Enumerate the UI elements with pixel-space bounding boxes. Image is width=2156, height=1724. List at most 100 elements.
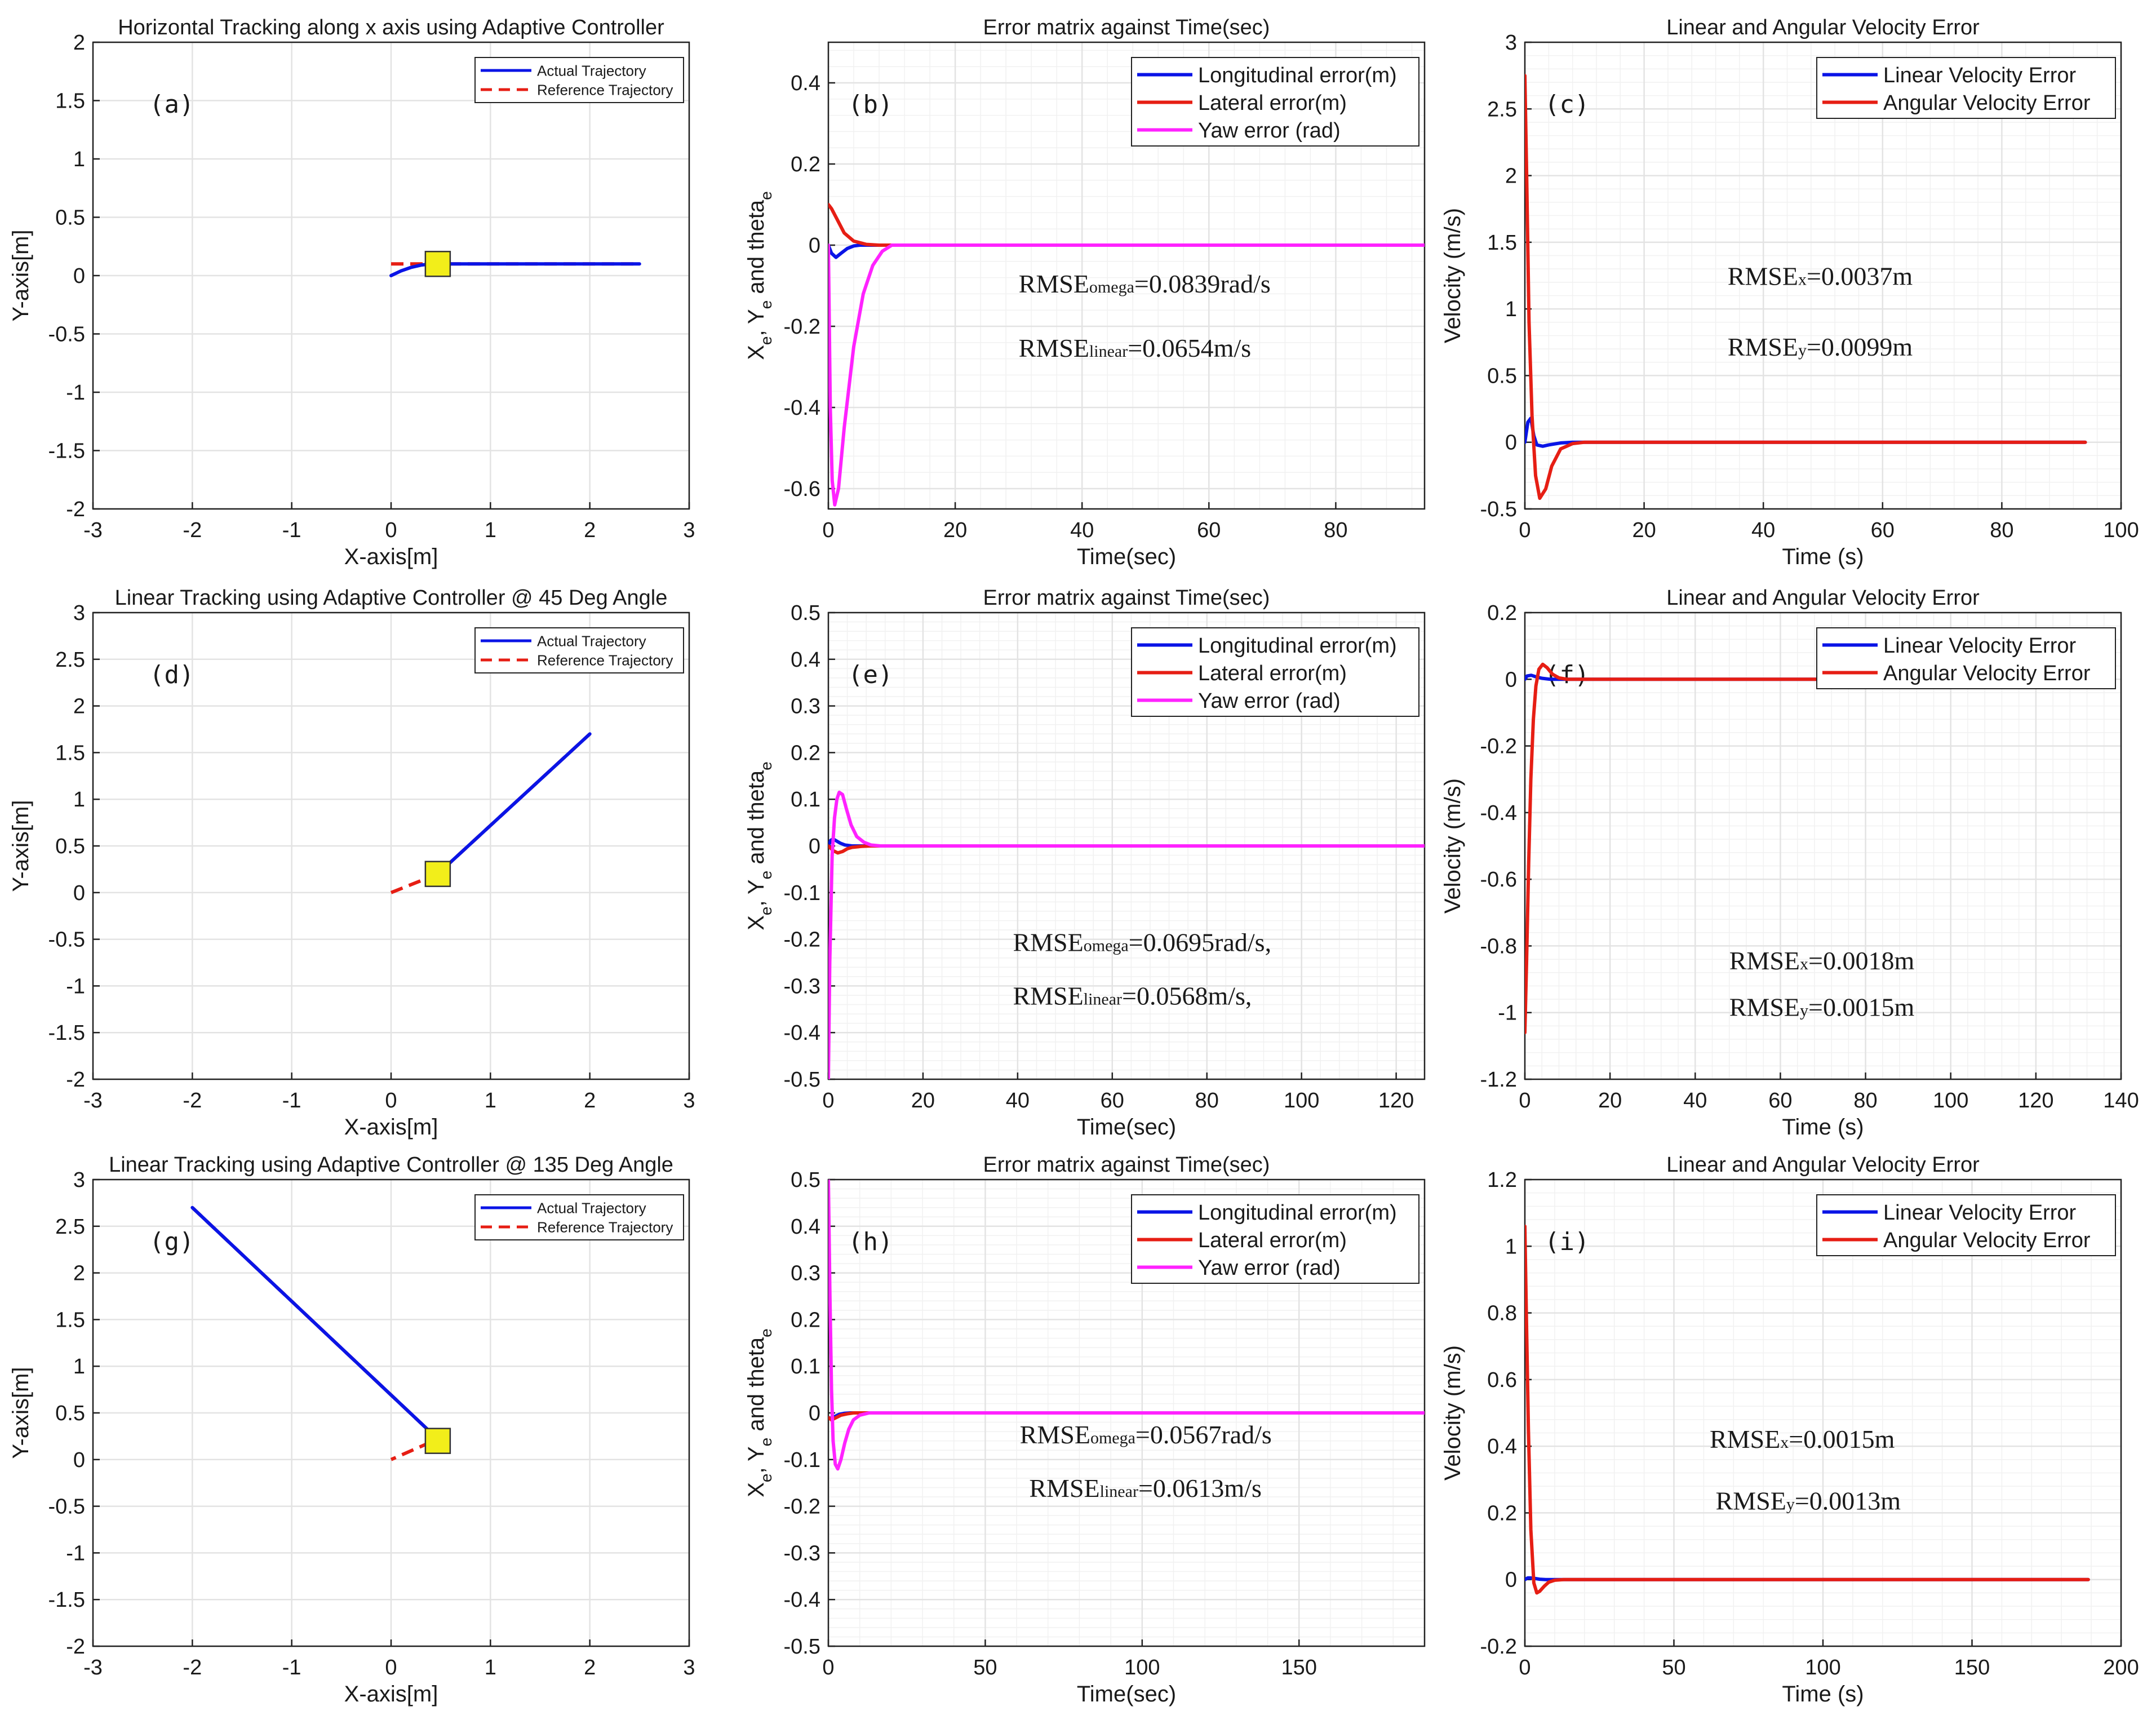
y-tick-label: 3 [73, 1168, 85, 1192]
rmse-sub: y [1786, 1495, 1795, 1514]
y-tick-label: 0.5 [1487, 364, 1517, 388]
x-tick-label: 140 [2103, 1089, 2139, 1113]
x-tick-label: 80 [1195, 1089, 1219, 1113]
y-tick-label: 0.6 [1487, 1368, 1517, 1392]
plot-area [1525, 42, 2121, 509]
x-tick-label: 0 [1519, 518, 1531, 542]
legend: Actual Trajectory Reference Trajectory [474, 1194, 684, 1240]
rmse-annotation: RMSEy=0.0015m [1729, 993, 1915, 1022]
y-tick-label: -1 [66, 974, 85, 998]
chart-panel-h: 0 50 100 150 -0.5 -0.4 -0.3 -0.2 -0.1 0 0.1 0.2 0.3 0… [744, 1153, 1426, 1707]
y-tick-label: -2 [66, 498, 85, 521]
x-tick-label: -3 [83, 518, 103, 542]
series-line-blue [828, 243, 1425, 259]
x-tick-label: 40 [1683, 1089, 1707, 1113]
rmse-value: =0.0654m/s [1128, 334, 1251, 362]
panel-label: (d) [149, 661, 194, 689]
chart-title: Error matrix against Time(sec) [983, 1153, 1270, 1177]
rmse-value: =0.0018m [1808, 946, 1914, 975]
legend-label: Actual Trajectory [537, 1199, 646, 1216]
legend-box [474, 1194, 684, 1240]
series-group [828, 1180, 1425, 1471]
chart-panel-a: -3 -2 -1 0 1 2 3-2-1.5-1-0.500.511.52Horizonta… [8, 16, 695, 569]
rmse-name: RMSE [1013, 928, 1083, 956]
legend: Actual Trajectory Reference Trajectory [474, 627, 684, 673]
ticks [92, 611, 690, 1080]
y-tick-label: 0 [1505, 1568, 1517, 1592]
y-axis-label: Y-axis[m] [8, 1367, 33, 1459]
legend-label: Yaw error (rad) [1198, 689, 1341, 713]
legend-label: Longitudinal error(m) [1198, 64, 1397, 87]
legend-label: Angular Velocity Error [1883, 91, 2091, 115]
rmse-name: RMSE [1020, 1420, 1090, 1449]
legend-box [1816, 1194, 2116, 1256]
legend-label: Longitudinal error(m) [1198, 634, 1397, 658]
y-tick-label: 0.4 [791, 72, 820, 95]
y-tick-label: -1.2 [1480, 1068, 1517, 1092]
y-tick-label: -2 [66, 1635, 85, 1659]
rmse-sub: y [1800, 1001, 1808, 1020]
y-tick-label: 0.1 [791, 1355, 820, 1379]
x-axis-label: Time(sec) [1077, 1682, 1176, 1707]
x-axis-label: Time (s) [1782, 1115, 1864, 1140]
series-group [828, 790, 1425, 1079]
y-tick-label: 0.2 [1487, 1501, 1517, 1525]
x-tick-label: -2 [183, 1656, 202, 1679]
x-axis-label: Time (s) [1782, 544, 1864, 569]
y-tick-label: -0.2 [1480, 1635, 1517, 1659]
y-tick-label: 0.1 [791, 788, 820, 812]
y-tick-label: 0 [73, 881, 85, 905]
x-tick-label: 60 [1101, 1089, 1124, 1113]
chart-title: Linear Tracking using Adaptive Controlle… [109, 1153, 673, 1177]
y-tick-label: -0.5 [784, 1068, 820, 1092]
x-tick-label: 120 [1378, 1089, 1414, 1113]
y-tick-label: -2 [66, 1068, 85, 1092]
y-tick-label: 0.2 [791, 153, 820, 176]
panel-label: (i) [1545, 1227, 1589, 1256]
y-tick-label: 0 [809, 234, 820, 258]
series-line-magenta [828, 243, 1425, 507]
x-tick-label: 100 [1933, 1089, 1968, 1113]
y-tick-label: -0.2 [784, 928, 820, 952]
series-group [1525, 662, 2064, 1035]
y-tick-label: 0.5 [791, 601, 820, 625]
y-tick-label: 3 [1505, 31, 1517, 55]
y-tick-label: -0.1 [784, 1448, 820, 1472]
x-axis-label: Time(sec) [1077, 544, 1176, 569]
x-axis-label: X-axis[m] [344, 1682, 438, 1707]
rmse-value: =0.0013m [1795, 1487, 1901, 1515]
robot-marker [424, 1428, 451, 1454]
y-tick-label: 0.2 [1487, 601, 1517, 625]
y-tick-label: -0.5 [1480, 498, 1517, 521]
y-axis-label-part: e [757, 1328, 775, 1337]
y-tick-label: 0 [809, 1402, 820, 1425]
y-tick-label: 2 [73, 1262, 85, 1286]
legend-label: Lateral error(m) [1198, 91, 1347, 115]
x-axis-label: Time(sec) [1077, 1115, 1176, 1140]
ticks [92, 41, 690, 510]
x-tick-label: 0 [385, 518, 397, 542]
ticks [827, 611, 1397, 1080]
rmse-sub: omega [1084, 936, 1129, 955]
y-tick-label: -0.2 [784, 315, 820, 339]
x-tick-label: -3 [83, 1656, 103, 1679]
y-tick-label: 0.3 [791, 1262, 820, 1286]
chart-title: Linear and Angular Velocity Error [1666, 16, 1980, 39]
x-tick-label: 100 [1805, 1656, 1840, 1679]
legend: Longitudinal error(m) Lateral error(m) Yaw… [1131, 627, 1419, 717]
y-tick-label: -0.4 [784, 1588, 820, 1612]
chart-panel-g: -3 -2 -1 0 1 2 3-2-1.5-1-0.500.511.522.53Linea… [8, 1153, 695, 1707]
y-tick-label: 0 [1505, 431, 1517, 455]
y-tick-label: 0.5 [55, 206, 85, 230]
legend-label: Linear Velocity Error [1883, 634, 2076, 658]
y-tick-label: 0 [73, 264, 85, 288]
rmse-annotation: RMSElinear=0.0568m/s, [1013, 982, 1252, 1011]
y-axis-label: Xe, Ye and thetae [744, 761, 775, 930]
y-tick-label: -1.5 [48, 1588, 85, 1612]
y-tick-label: -0.4 [1480, 801, 1517, 825]
y-tick-label: 0 [1505, 668, 1517, 692]
rmse-annotation: RMSEomega=0.0567rad/s [1020, 1420, 1272, 1449]
chart-panel-f: 0 20 40 60 80 100 120 140 -1.2 -1 -0.8 -0.6 -0.4 -0.2… [1440, 586, 2139, 1140]
series-line-red [828, 844, 1425, 855]
